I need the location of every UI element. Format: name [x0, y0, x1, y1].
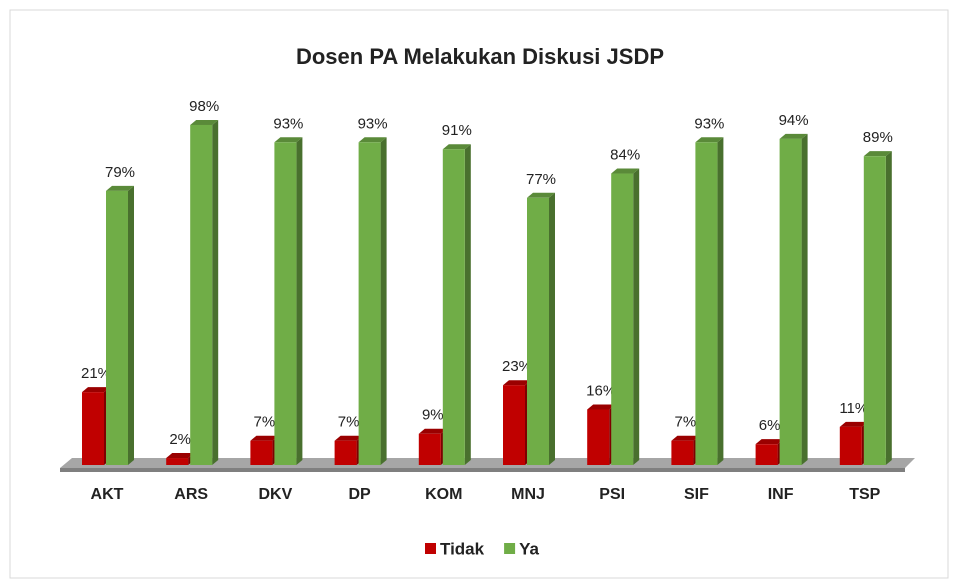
chart-title: Dosen PA Melakukan Diskusi JSDP	[296, 44, 664, 69]
bar-top	[839, 421, 868, 427]
bar-top	[166, 453, 195, 459]
bar-top	[250, 435, 279, 441]
legend-label: Tidak	[440, 539, 485, 558]
bar	[527, 197, 549, 465]
floor-edge	[60, 468, 905, 472]
legend-label: Ya	[519, 539, 539, 558]
bar-top	[274, 137, 303, 143]
data-label: 7%	[254, 414, 276, 431]
bar-top	[611, 168, 640, 174]
bar	[250, 440, 273, 465]
bar	[334, 440, 357, 465]
data-label: 84%	[610, 146, 640, 163]
bar-top	[755, 439, 784, 445]
bar-side	[549, 192, 555, 465]
legend-swatch	[504, 543, 516, 554]
bar-top	[190, 119, 219, 125]
bar-side	[296, 137, 303, 466]
data-label: 91%	[442, 122, 472, 139]
bar-side	[212, 119, 219, 465]
bar-top	[695, 137, 724, 143]
bar	[863, 156, 886, 466]
bar-top	[334, 435, 363, 441]
x-tick-label: DP	[348, 486, 371, 503]
bar-top	[82, 387, 110, 393]
data-label: 2%	[169, 431, 191, 448]
bar-top	[863, 151, 892, 157]
data-label: 93%	[694, 115, 724, 132]
bar	[166, 458, 189, 465]
bar-top	[442, 144, 471, 150]
x-tick-label: TSP	[849, 486, 880, 503]
legend-swatch	[425, 543, 436, 554]
bar	[779, 138, 802, 465]
x-tick-label: AKT	[91, 486, 124, 503]
bar	[274, 142, 297, 466]
data-label: 7%	[675, 414, 697, 431]
data-label: 79%	[105, 164, 135, 181]
bar-top	[503, 380, 531, 386]
x-tick-label: INF	[768, 486, 794, 503]
bar-top	[671, 435, 700, 441]
bar	[418, 433, 441, 465]
bar-top	[358, 137, 387, 143]
bar-side	[885, 151, 892, 466]
bar	[82, 392, 104, 465]
bar-side	[633, 168, 640, 465]
bar	[671, 440, 694, 465]
bar-top	[106, 185, 134, 191]
bar	[442, 149, 465, 466]
x-tick-label: PSI	[599, 486, 625, 503]
data-label: 9%	[422, 407, 444, 424]
data-label: 7%	[338, 414, 360, 431]
bar	[839, 426, 862, 465]
data-label: 21%	[81, 365, 111, 382]
x-tick-label: DKV	[259, 486, 293, 503]
data-label: 16%	[586, 382, 616, 399]
data-label: 98%	[189, 98, 219, 115]
data-label: 94%	[779, 112, 809, 129]
data-label: 89%	[863, 129, 893, 146]
bar-top	[587, 404, 616, 410]
data-label: 77%	[526, 171, 556, 188]
bar-side	[717, 137, 724, 466]
bar-side	[380, 137, 387, 466]
bar-side	[128, 185, 134, 465]
data-label: 93%	[358, 115, 388, 132]
bar-top	[418, 428, 447, 434]
bar	[358, 142, 381, 466]
bar	[695, 142, 718, 466]
bar	[587, 409, 610, 465]
data-label: 11%	[839, 400, 868, 417]
bar	[611, 173, 634, 465]
bar-side	[464, 144, 471, 466]
data-label: 93%	[273, 115, 303, 132]
bar-top	[527, 192, 555, 198]
bar	[190, 124, 213, 465]
x-tick-label: ARS	[174, 486, 208, 503]
bar-side	[801, 133, 808, 465]
bar	[755, 444, 778, 465]
data-label: 23%	[502, 358, 532, 375]
x-tick-label: KOM	[425, 486, 462, 503]
x-tick-label: MNJ	[511, 486, 545, 503]
bar-top	[779, 133, 808, 139]
x-tick-label: SIF	[684, 486, 709, 503]
bar	[503, 385, 525, 465]
data-label: 6%	[759, 417, 781, 434]
bar	[106, 190, 128, 465]
